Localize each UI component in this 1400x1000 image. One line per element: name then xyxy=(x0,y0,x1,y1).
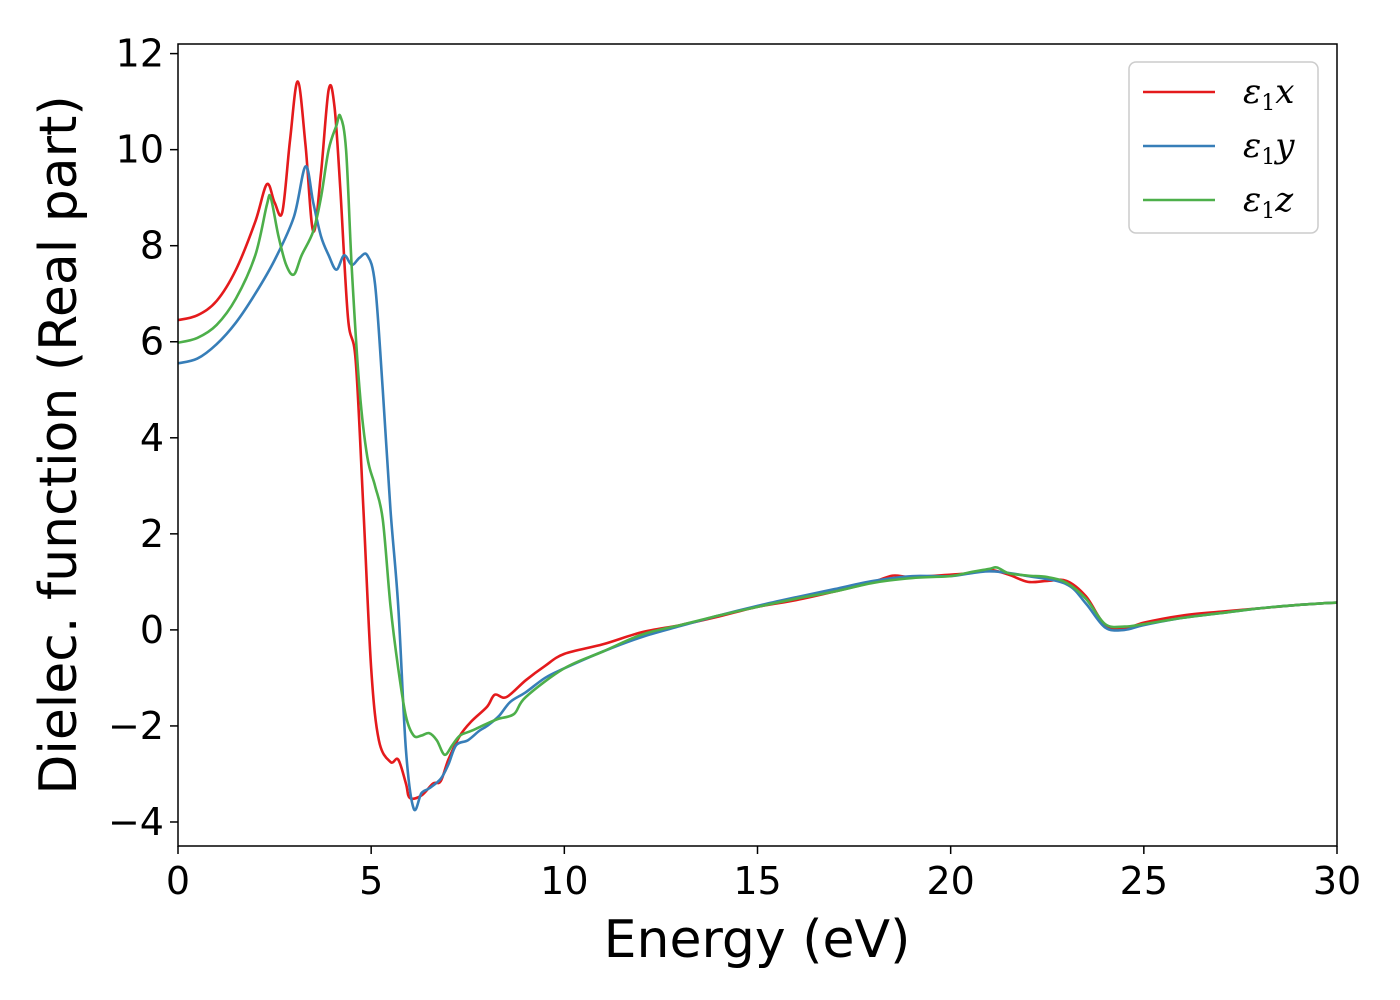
legend-label-y: ε1y xyxy=(1243,126,1295,170)
y-axis-ticks: −4 −2 0 2 4 6 8 10 12 xyxy=(108,32,178,844)
legend-label-x: ε1x xyxy=(1243,72,1294,116)
y-tick-label: 4 xyxy=(140,416,164,460)
x-axis-ticks: 0 5 10 15 20 25 30 xyxy=(166,846,1361,903)
y-tick-label: 10 xyxy=(116,128,164,172)
series-line-y xyxy=(178,165,1337,812)
y-tick-label: −4 xyxy=(108,800,164,844)
y-tick-label: 6 xyxy=(140,320,164,364)
x-tick-label: 15 xyxy=(733,859,781,903)
legend-label-z: ε1z xyxy=(1243,180,1294,224)
x-tick-label: 30 xyxy=(1313,859,1361,903)
y-axis-label: Dielec. function (Real part) xyxy=(29,95,89,794)
series-line-z xyxy=(178,113,1337,757)
y-tick-label: −2 xyxy=(108,704,164,748)
x-axis-label: Energy (eV) xyxy=(604,910,911,970)
y-tick-label: 12 xyxy=(116,32,164,76)
y-tick-label: 8 xyxy=(140,224,164,268)
y-tick-label: 0 xyxy=(140,608,164,652)
x-tick-label: 20 xyxy=(926,859,974,903)
x-tick-label: 10 xyxy=(540,859,588,903)
x-tick-label: 0 xyxy=(166,859,190,903)
x-tick-label: 5 xyxy=(359,859,383,903)
y-tick-label: 2 xyxy=(140,512,164,556)
series-line-x xyxy=(178,80,1337,801)
x-tick-label: 25 xyxy=(1120,859,1168,903)
legend: ε1x ε1y ε1z xyxy=(1128,61,1319,234)
plot-lines xyxy=(178,80,1337,812)
legend-box xyxy=(1128,61,1319,234)
